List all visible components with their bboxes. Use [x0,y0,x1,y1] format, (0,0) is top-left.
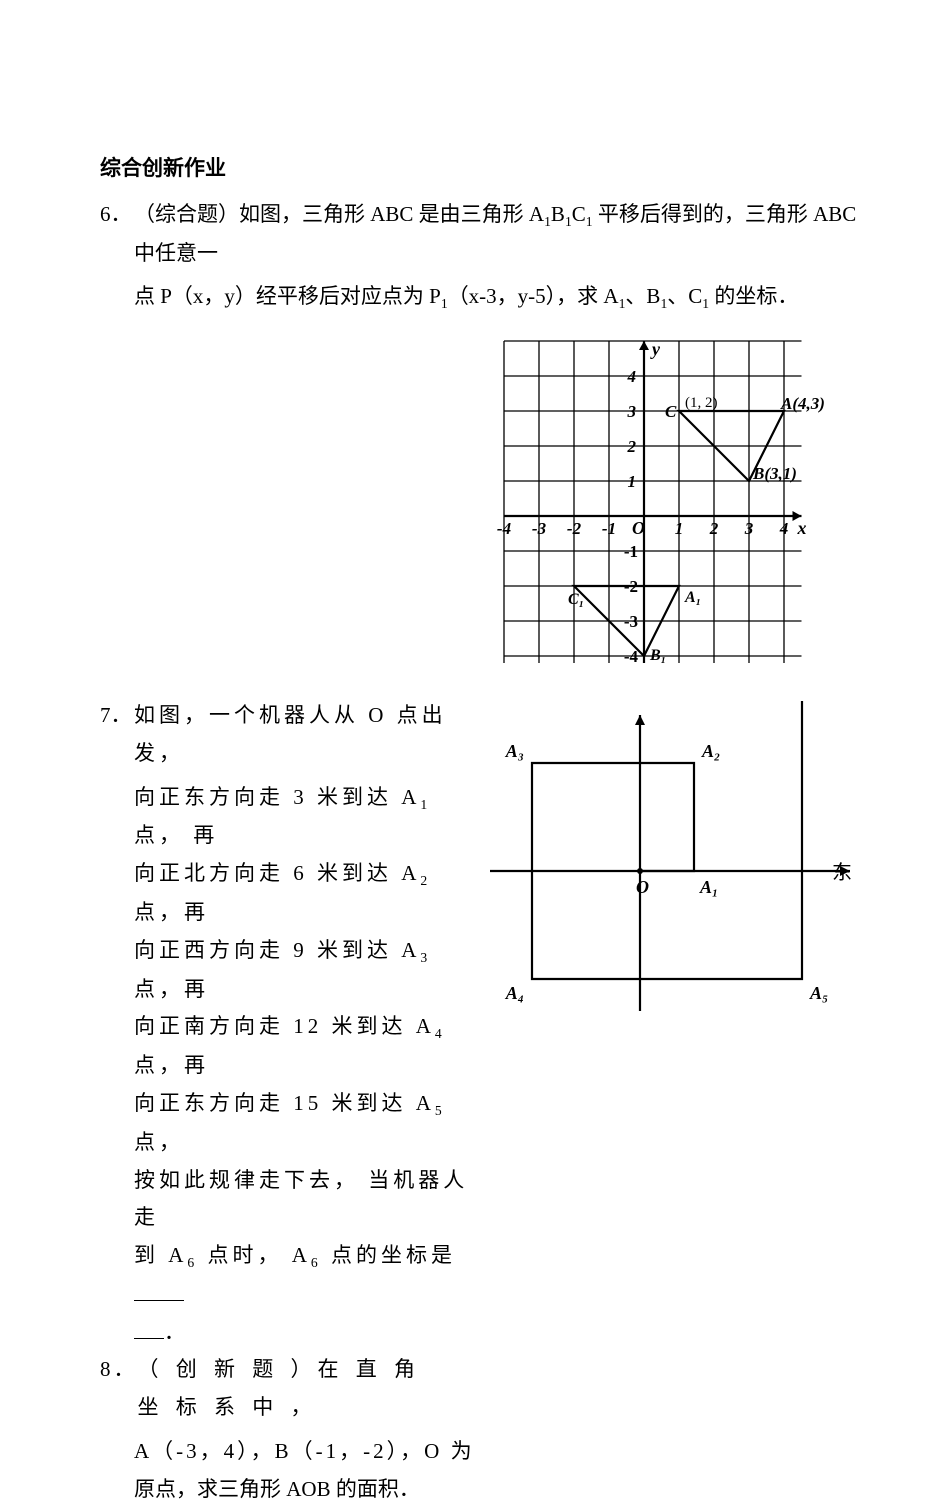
sub: 1 [544,214,551,229]
sub: 1 [586,214,593,229]
svg-text:-4: -4 [624,647,639,666]
t: 点的坐标是 [322,1243,456,1267]
t: 点，再 [134,1053,209,1077]
svg-text:A(4,3): A(4,3) [780,394,825,413]
p6-text: C [572,202,586,226]
problem-6-num: 6． [100,196,134,273]
problem-7-body: 如图，一个机器人从 O 点出发， [134,697,454,773]
problem-8-num: 8． [100,1351,138,1427]
p6-text: （x-3，y-5），求 A [448,284,619,308]
p7-line: 向正南方向走 12 米到达 A4 点，再 [100,1008,480,1085]
sub: 6 [187,1255,198,1270]
t: 点，再 [134,900,209,924]
sub: 3 [420,950,431,965]
sub: 1 [420,797,431,812]
svg-text:A₁: A₁ [699,877,718,897]
sub: 2 [420,873,431,888]
svg-text:-3: -3 [624,612,638,631]
p7-line: 按如此规律走下去， 当机器人走 [100,1162,480,1238]
t: 点，再 [134,977,209,1001]
p6-text: 的坐标． [709,284,798,308]
svg-text:东: 东 [832,861,852,884]
svg-text:(1, 2): (1, 2) [685,395,718,411]
t: 到 A [134,1243,187,1267]
figure-2-container: 东OA₁A₂A₃A₄A₅A₆ [480,697,860,1041]
svg-text:-3: -3 [532,519,547,538]
t: 向正东方向走 15 米到达 A [134,1091,435,1115]
p6-text: B [551,202,565,226]
svg-text:C: C [665,402,677,421]
svg-text:-1: -1 [624,542,638,561]
sub: 4 [435,1027,446,1042]
svg-text:A₂: A₂ [701,741,720,761]
p6-text: （综合题）如图，三角形 ABC 是由三角形 A [134,202,544,226]
p7-line: 到 A6 点时， A6 点的坐标是 [100,1237,480,1314]
answer-blank[interactable] [134,1318,164,1339]
svg-text:C₁: C₁ [568,591,584,608]
svg-text:-1: -1 [602,519,616,538]
problem-6-body: （综合题）如图，三角形 ABC 是由三角形 A1B1C1 平移后得到的，三角形 … [134,196,860,273]
problem-6-line2: 点 P（x，y）经平移后对应点为 P1（x-3，y-5），求 A1、B1、C1 … [100,278,860,317]
sub: 6 [311,1255,322,1270]
t: 向正北方向走 6 米到达 A [134,861,420,885]
t: 向正东方向走 3 米到达 A [134,785,420,809]
p8-line: 原点，求三角形 AOB 的面积． [100,1471,480,1509]
svg-text:A₁: A₁ [684,589,701,606]
answer-blank[interactable] [134,1280,184,1301]
t: 向正西方向走 9 米到达 A [134,938,420,962]
svg-text:O: O [636,877,649,897]
svg-text:x: x [797,518,807,538]
t: 点， [134,1130,184,1154]
svg-text:-2: -2 [567,519,582,538]
figure-1-container: -4-3-2-112341234-1-2-3-4OxyA(4,3)B(3,1)C… [100,327,860,677]
svg-text:4: 4 [779,519,789,538]
problem-7-num: 7． [100,697,134,773]
t: 点时， A [198,1243,311,1267]
svg-text:3: 3 [627,402,637,421]
t: ． [164,1320,189,1344]
p7-line: 向正北方向走 6 米到达 A2 点，再 [100,855,480,932]
svg-text:O: O [632,518,645,538]
figure-2-robot-path: 东OA₁A₂A₃A₄A₅A₆ [480,701,860,1041]
svg-text:A₄: A₄ [505,983,524,1003]
t: 向正南方向走 12 米到达 A [134,1014,435,1038]
svg-text:2: 2 [709,519,719,538]
problem-7: 7． 如图，一个机器人从 O 点出发， [100,697,480,773]
svg-text:1: 1 [628,472,637,491]
p7-line: 向正西方向走 9 米到达 A3 点，再 [100,932,480,1009]
figure-1-coordinate-grid: -4-3-2-112341234-1-2-3-4OxyA(4,3)B(3,1)C… [490,327,860,677]
svg-text:2: 2 [627,437,637,456]
p6-text: 、B [625,284,660,308]
p8-line: A（-3，4），B（-1，-2），O 为 [100,1433,480,1471]
svg-text:1: 1 [675,519,684,538]
svg-text:-4: -4 [497,519,511,538]
p6-text: 点 P（x，y）经平移后对应点为 P [134,284,441,308]
svg-text:3: 3 [744,519,754,538]
problem-8: 8． （ 创 新 题 ）在 直 角 坐 标 系 中 ， [100,1351,480,1427]
section-title: 综合创新作业 [100,150,860,188]
sub: 1 [565,214,572,229]
p7-line: ． [100,1314,480,1352]
p7-line: 向正东方向走 15 米到达 A5 点， [100,1085,480,1162]
problem-6: 6． （综合题）如图，三角形 ABC 是由三角形 A1B1C1 平移后得到的，三… [100,196,860,273]
sub: 1 [441,297,448,312]
svg-text:A₃: A₃ [505,741,524,761]
svg-text:A₅: A₅ [809,983,828,1003]
p7-line: 向正东方向走 3 米到达 A1 点， 再 [100,779,480,856]
sub: 5 [435,1103,446,1118]
svg-text:y: y [650,339,661,359]
p6-text: 、C [667,284,702,308]
svg-text:B₁: B₁ [649,647,666,664]
svg-text:B(3,1): B(3,1) [752,464,797,483]
svg-text:4: 4 [627,367,637,386]
problem-8-body: （ 创 新 题 ）在 直 角 坐 标 系 中 ， [138,1351,458,1427]
t: 点， 再 [134,823,218,847]
